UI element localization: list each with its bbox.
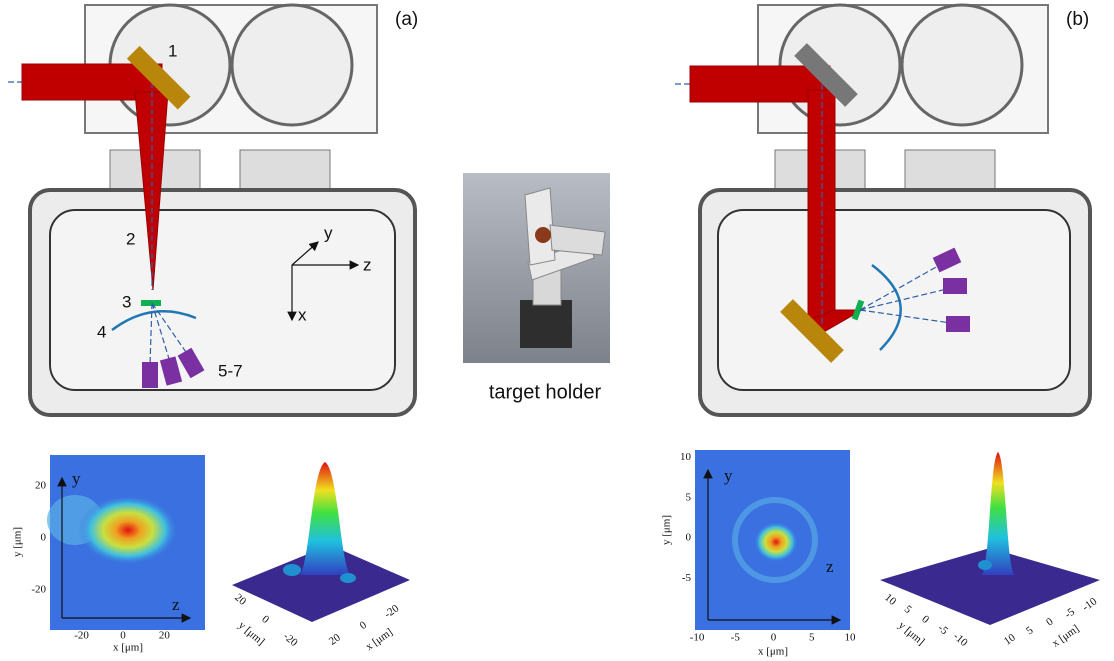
axis-label: z	[172, 595, 180, 614]
body: y z x 1 2 3 4 5-7 (a) target holder (b) …	[0, 0, 1114, 661]
x-tick-label: -10	[1080, 595, 1099, 614]
marker-label: 1	[168, 41, 177, 60]
y-tick-label: -10	[951, 630, 970, 649]
x-tick-label: -10	[690, 632, 705, 644]
marker-label: 4	[97, 322, 106, 341]
detector	[943, 278, 967, 294]
axis-title: x [μm]	[363, 626, 394, 653]
x-tick-label: 10	[845, 632, 857, 644]
axis-title: y [μm]	[12, 527, 24, 557]
panel-label: (b)	[1066, 9, 1089, 30]
y-tick-label: 0	[41, 532, 47, 544]
surface-bump	[978, 560, 992, 570]
y-tick-label: 5	[902, 603, 914, 616]
window	[902, 5, 1022, 125]
y-tick-label: 0	[686, 532, 692, 544]
surface-peak	[982, 452, 1014, 575]
marker-label: 2	[126, 229, 135, 248]
y-tick-label: 10	[882, 592, 899, 609]
y-tick-label: 0	[919, 613, 931, 626]
y-tick-label: 5	[686, 491, 692, 503]
holder-base	[520, 300, 572, 348]
surface-peak	[300, 462, 350, 575]
x-tick-label: -20	[74, 630, 89, 642]
profile-a-surface	[232, 462, 410, 622]
profile-b-surface	[880, 452, 1100, 625]
x-tick-label: -5	[731, 632, 741, 644]
y-tick-label: -20	[31, 584, 46, 596]
y-tick-label: 0	[259, 613, 271, 626]
x-tick-label: 0	[120, 630, 126, 642]
y-tick-label: 20	[232, 592, 249, 609]
marker-label: 3	[122, 292, 131, 311]
holder-target	[535, 227, 551, 243]
x-tick-label: 0	[771, 632, 777, 644]
x-tick-label: 20	[327, 631, 343, 647]
heatmap-spot	[754, 522, 798, 562]
axis-title: x [μm]	[758, 646, 788, 658]
page: Setup figure {"panel_a": {"label": "(a)"…	[0, 0, 1114, 661]
x-tick-label: 5	[809, 632, 815, 644]
panel-b: (b)	[675, 5, 1090, 415]
detector	[142, 362, 158, 388]
x-tick-label: -20	[382, 602, 401, 621]
axis-label: z	[363, 255, 372, 274]
x-tick-label: 5	[1024, 624, 1036, 637]
axis-title: x [μm]	[1050, 623, 1081, 650]
axis-label: y	[324, 223, 333, 242]
axis-label: y	[72, 469, 81, 488]
axis-title: y [μm]	[661, 515, 673, 545]
figure: y z x 1 2 3 4 5-7 (a) target holder (b) …	[0, 0, 1114, 661]
y-tick-label: -5	[935, 622, 950, 637]
axis-label: y	[724, 466, 733, 485]
axis-label: z	[826, 557, 834, 576]
y-tick-label: -5	[682, 572, 692, 584]
x-tick-label: 0	[358, 619, 370, 632]
window	[780, 5, 900, 125]
x-tick-label: -5	[1063, 606, 1078, 621]
chamber-inner	[718, 210, 1070, 390]
x-tick-label: 0	[1044, 615, 1056, 628]
surface-bump	[283, 564, 301, 576]
target-holder: target holder	[463, 173, 610, 403]
axis-title: x [μm]	[113, 642, 143, 654]
heatmap-spot	[78, 495, 178, 565]
x-tick-label: 20	[159, 630, 171, 642]
x-tick-label: 10	[1002, 631, 1018, 647]
panel-label: (a)	[395, 9, 418, 30]
detector	[946, 316, 970, 332]
profile-b-map: y z x [μm] y [μm]	[661, 450, 850, 658]
caption: target holder	[489, 381, 602, 403]
axis-label: x	[298, 305, 307, 324]
window	[232, 5, 352, 125]
y-tick-label: 10	[680, 451, 692, 463]
marker-label: 5-7	[218, 361, 243, 380]
surface-bump	[340, 573, 356, 583]
y-tick-label: 20	[35, 480, 47, 492]
panel-a: y z x 1 2 3 4 5-7 (a)	[8, 5, 418, 415]
target	[141, 300, 161, 306]
y-tick-label: -20	[281, 630, 300, 649]
